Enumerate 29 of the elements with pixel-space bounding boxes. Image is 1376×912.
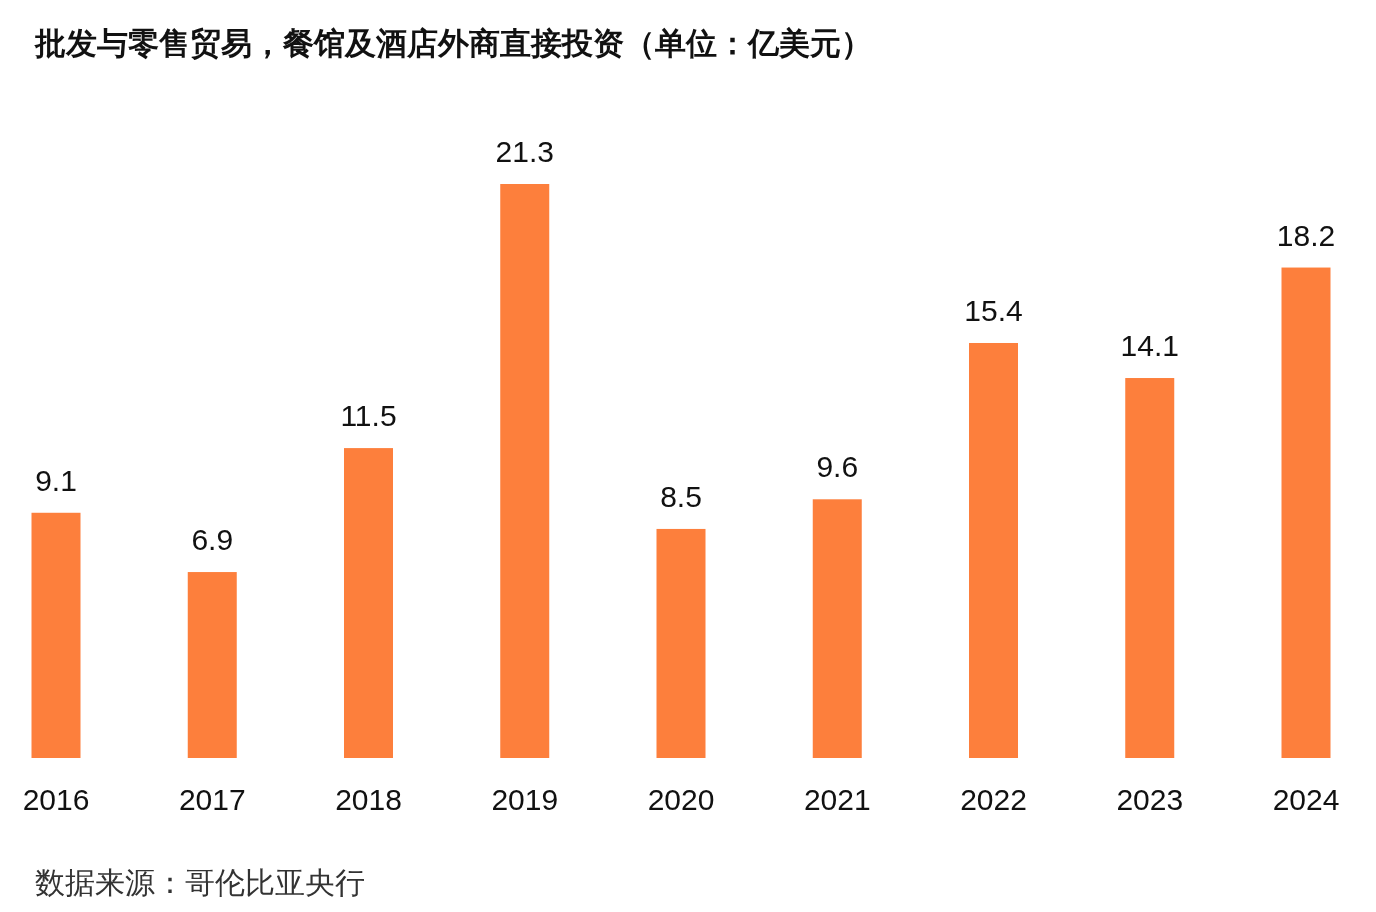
bar (31, 512, 81, 758)
data-label: 21.3 (495, 135, 554, 168)
bar (969, 343, 1018, 758)
data-label: 18.2 (1276, 218, 1336, 252)
data-label: 15.4 (964, 294, 1023, 327)
data-label: 8.5 (660, 479, 702, 513)
bar (500, 184, 550, 758)
bar (656, 528, 706, 758)
data-label: 14.1 (1120, 329, 1179, 363)
x-tick-label: 2018 (335, 783, 402, 816)
x-tick-label: 2024 (1272, 783, 1340, 816)
x-tick-label: 2023 (1116, 783, 1184, 816)
bar (1125, 378, 1175, 758)
source-note: 数据来源：哥伦比亚央行 (35, 866, 365, 899)
bar (812, 499, 862, 758)
data-label: 9.6 (816, 450, 859, 484)
x-tick-label: 2016 (22, 783, 90, 816)
x-tick-label: 2022 (960, 783, 1027, 816)
data-label: 6.9 (191, 523, 234, 557)
x-tick-label: 2017 (178, 783, 246, 816)
bar (344, 448, 393, 758)
data-label: 9.1 (35, 463, 77, 497)
x-tick-label: 2019 (491, 783, 559, 816)
data-label: 11.5 (340, 399, 397, 433)
x-tick-label: 2021 (803, 783, 871, 816)
x-tick-label: 2020 (647, 783, 715, 816)
bar (1281, 267, 1331, 758)
chart-title: 批发与零售贸易，餐馆及酒店外商直接投资（单位：亿美元） (34, 26, 872, 61)
bar (187, 572, 237, 758)
